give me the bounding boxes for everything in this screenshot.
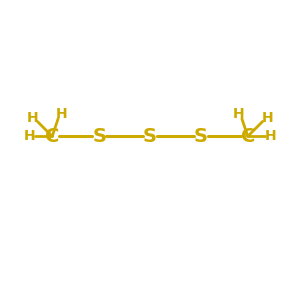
Text: H: H <box>262 111 273 125</box>
Text: H: H <box>27 111 38 125</box>
Text: S: S <box>194 127 208 146</box>
Text: H: H <box>56 107 67 121</box>
Text: H: H <box>265 129 276 143</box>
Text: S: S <box>92 127 106 146</box>
Text: C: C <box>45 127 59 146</box>
Text: S: S <box>143 127 157 146</box>
Text: H: H <box>233 107 244 121</box>
Text: H: H <box>24 129 35 143</box>
Text: C: C <box>241 127 255 146</box>
